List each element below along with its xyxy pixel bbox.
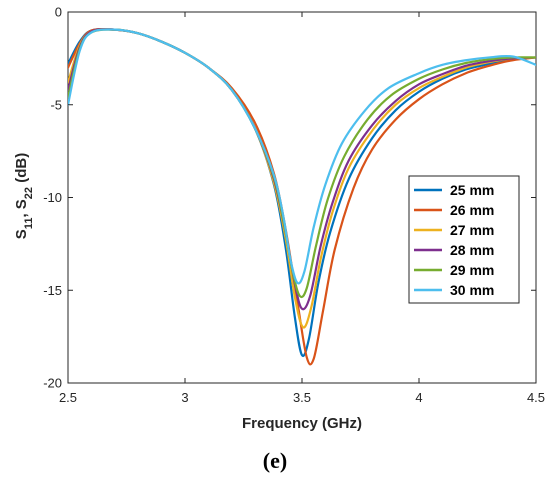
legend: 25 mm 26 mm 27 mm 28 mm 29 mm 30 mm bbox=[408, 175, 520, 304]
y-tick-label: -10 bbox=[43, 190, 62, 205]
y-tick-label: -20 bbox=[43, 376, 62, 391]
legend-label: 29 mm bbox=[450, 262, 494, 278]
legend-label: 28 mm bbox=[450, 242, 494, 258]
x-tick-label: 4 bbox=[415, 390, 422, 405]
x-axis-label: Frequency (GHz) bbox=[242, 415, 362, 432]
y-tick-label: 0 bbox=[55, 5, 62, 20]
y-tick-label: -5 bbox=[50, 97, 62, 112]
legend-box bbox=[408, 175, 520, 304]
y-tick-label: -15 bbox=[43, 283, 62, 298]
x-tick-label: 3 bbox=[181, 390, 188, 405]
line-chart: 2.5 3 3.5 4 4.50-5-10-15-20 Frequency (GHz) … bbox=[13, 5, 545, 433]
x-tick-label: 2.5 bbox=[59, 390, 77, 405]
legend-label: 27 mm bbox=[450, 222, 494, 238]
x-tick-label: 3.5 bbox=[293, 390, 311, 405]
x-tick-label: 4.5 bbox=[527, 390, 545, 405]
figure-caption: (e) bbox=[262, 448, 288, 473]
y-axis-label: S11, S22 (dB) bbox=[13, 153, 35, 239]
axis-ticks: 2.5 3 3.5 4 4.5 0 -5 -10 -15 -20 bbox=[43, 5, 545, 406]
series-line-30-mm bbox=[68, 28, 536, 285]
chart-series-lines bbox=[68, 27, 536, 366]
legend-label: 30 mm bbox=[450, 282, 494, 298]
legend-label: 25 mm bbox=[450, 182, 494, 198]
legend-label: 26 mm bbox=[450, 202, 494, 218]
